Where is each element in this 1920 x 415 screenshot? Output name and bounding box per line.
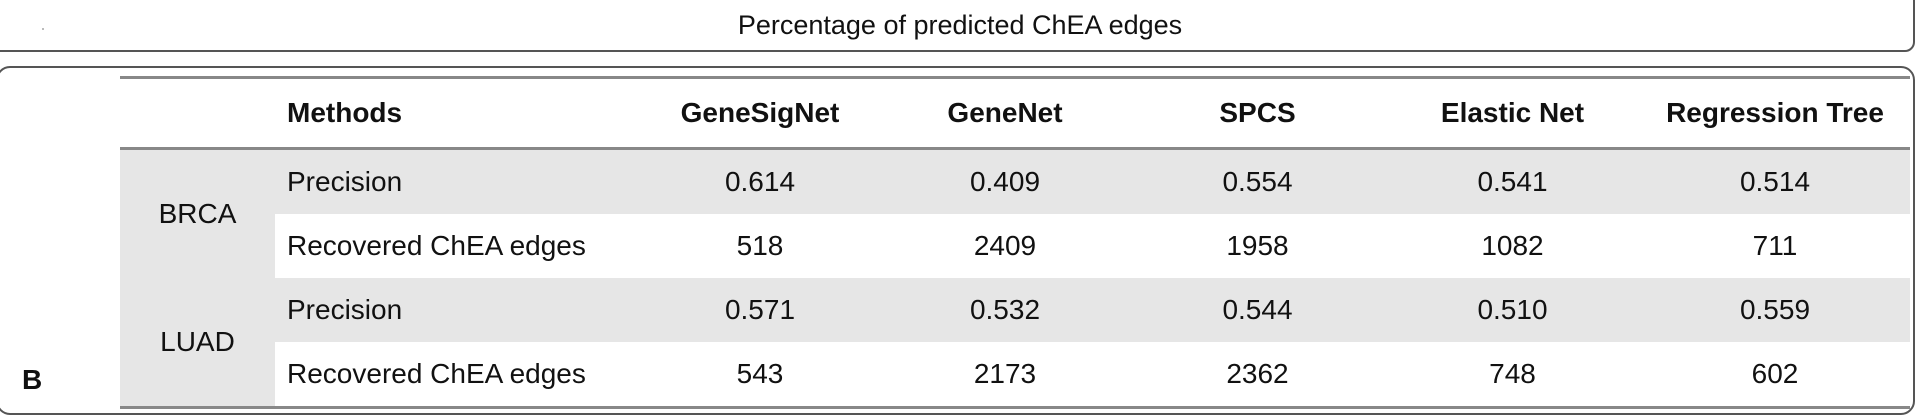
table-cell: 518	[736, 230, 784, 261]
table-cell: 2173	[973, 358, 1037, 389]
group-label-brca: BRCA	[120, 148, 275, 278]
table-cell: 0.614	[640, 148, 880, 214]
table-cell: 0.571	[640, 278, 880, 342]
table-cell: 0.510	[1385, 278, 1640, 342]
table-caption: Percentage of predicted ChEA edges	[737, 10, 1183, 40]
header-row: Methods GeneSigNet GeneNet SPCS Elastic …	[120, 77, 1910, 149]
table-cell: 0.544	[1130, 278, 1385, 342]
row-label: Precision	[275, 278, 640, 342]
results-table: Methods GeneSigNet GeneNet SPCS Elastic …	[120, 76, 1910, 409]
table-cell: 1082	[1481, 230, 1544, 261]
table-cell: 602	[1751, 358, 1799, 389]
header-elastic-net: Elastic Net	[1440, 97, 1585, 128]
header-genenet: GeneNet	[947, 97, 1063, 128]
table-cell: 0.514	[1640, 148, 1910, 214]
table-cell: 1958	[1226, 230, 1289, 261]
table-row: Recovered ChEA edges 543 2173 2362 748 6…	[120, 342, 1910, 408]
table-row: BRCA Precision 0.614 0.409 0.554 0.541 0…	[120, 148, 1910, 278]
table-row: Recovered ChEA edges 518 2409 1958 1082 …	[120, 214, 1910, 278]
caption-panel	[0, 0, 1915, 52]
group-label-luad: LUAD	[120, 278, 275, 408]
row-label: Precision	[275, 148, 640, 214]
table-cell: 0.409	[880, 148, 1130, 214]
table-cell: 0.532	[880, 278, 1130, 342]
table-cell: 543	[736, 358, 784, 389]
row-label: Recovered ChEA edges	[287, 358, 586, 389]
header-genesignet: GeneSigNet	[680, 97, 840, 128]
table-cell: 0.541	[1385, 148, 1640, 214]
row-label: Recovered ChEA edges	[287, 230, 586, 261]
table-cell: 2362	[1226, 358, 1289, 389]
panel-label: B	[22, 364, 43, 395]
table-cell: 2409	[973, 230, 1037, 261]
table-cell: 0.554	[1130, 148, 1385, 214]
table-row: LUAD Precision 0.571 0.532 0.544 0.510 0…	[120, 278, 1910, 408]
header-group-cell	[120, 78, 275, 149]
table-cell: 748	[1489, 358, 1536, 389]
table-cell: 0.559	[1640, 278, 1910, 342]
speck-mark	[42, 28, 44, 30]
table-panel	[0, 66, 1915, 415]
header-regression-tree: Regression Tree	[1666, 97, 1884, 128]
header-spcs: SPCS	[1219, 97, 1296, 128]
table-cell: 711	[1752, 230, 1798, 261]
header-methods: Methods	[287, 97, 403, 128]
